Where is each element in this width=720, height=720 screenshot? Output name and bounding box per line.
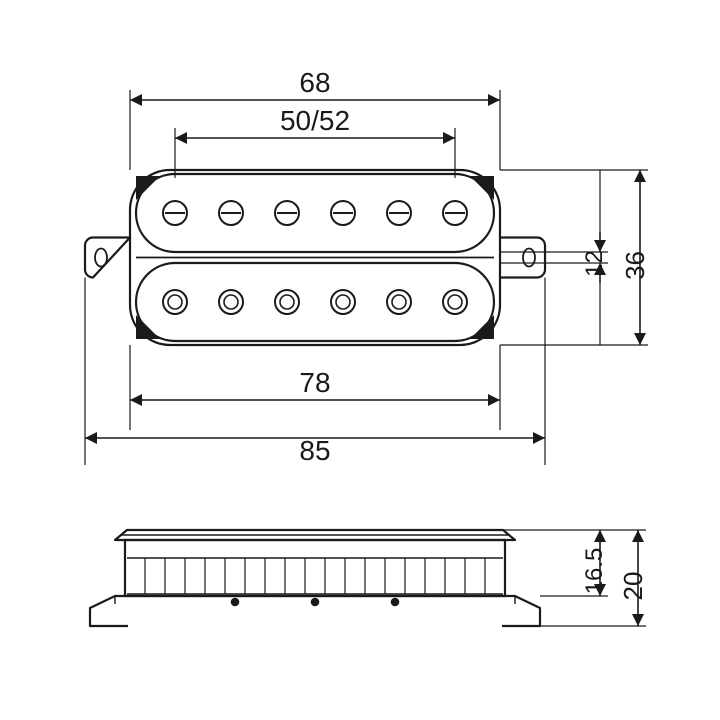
dim-36: 36 xyxy=(620,251,650,280)
dim-16-5: 16.5 xyxy=(581,548,608,595)
dim-20: 20 xyxy=(618,572,648,601)
dim-85: 85 xyxy=(299,435,330,466)
dim-78: 78 xyxy=(299,367,330,398)
dim-12: 12 xyxy=(581,250,608,277)
dim-68: 68 xyxy=(299,67,330,98)
dim-50-52: 50/52 xyxy=(280,105,350,136)
